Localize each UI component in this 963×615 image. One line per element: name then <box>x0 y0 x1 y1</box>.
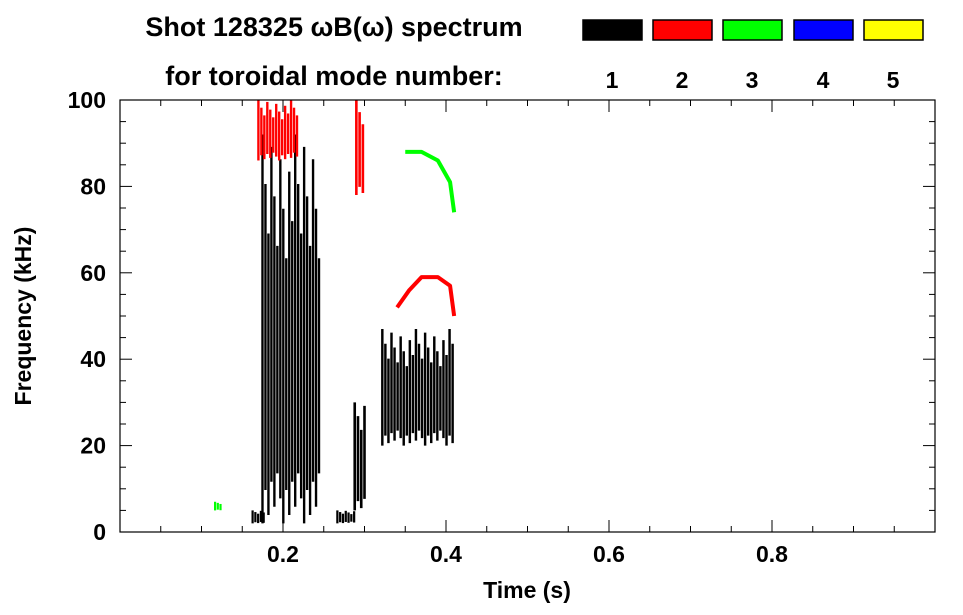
mode-1-region <box>251 510 265 524</box>
mode-2-curve <box>395 275 457 317</box>
x-axis-label: Time (s) <box>483 577 571 603</box>
y-tick-label: 20 <box>80 433 106 459</box>
legend-swatch-4 <box>793 19 854 41</box>
legend: 1 2 3 4 5 <box>582 19 924 93</box>
y-tick-label: 60 <box>80 260 106 286</box>
x-tick-label: 0.6 <box>593 541 625 567</box>
spectrum-marks <box>213 100 457 524</box>
y-tick-label: 0 <box>93 519 106 545</box>
x-tick-label: 0.8 <box>756 541 788 567</box>
x-tick-label: 0.2 <box>267 541 299 567</box>
mode-1-region <box>381 328 454 446</box>
mode-3-region <box>213 501 222 511</box>
mode-1-region <box>336 510 356 524</box>
plot-frame <box>119 99 936 533</box>
x-tick-label: 0.4 <box>430 541 462 567</box>
y-axis-label: Frequency (kHz) <box>10 227 36 406</box>
mode-2-region <box>355 100 365 196</box>
legend-label-2: 2 <box>676 67 689 93</box>
axes: 0.2 0.4 0.6 0.8 0 20 40 60 80 100 <box>68 87 935 567</box>
legend-label-3: 3 <box>746 67 759 93</box>
mode-2-region <box>257 100 299 161</box>
mode-3-curve <box>405 149 457 213</box>
legend-label-5: 5 <box>887 67 900 93</box>
y-tick-label: 80 <box>80 173 106 199</box>
mode-1-region <box>261 134 321 524</box>
legend-label-4: 4 <box>817 67 830 93</box>
chart-title-line1: Shot 128325 ωB(ω) spectrum <box>145 12 522 42</box>
legend-swatch-1 <box>582 19 643 41</box>
y-tick-label: 40 <box>80 346 106 372</box>
legend-swatch-3 <box>722 19 783 41</box>
legend-swatch-5 <box>863 19 924 41</box>
chart-title-line2: for toroidal mode number: <box>165 61 503 91</box>
y-tick-label: 100 <box>68 87 106 113</box>
mode-1-region <box>353 402 366 511</box>
legend-swatch-2 <box>652 19 713 41</box>
legend-label-1: 1 <box>606 67 619 93</box>
